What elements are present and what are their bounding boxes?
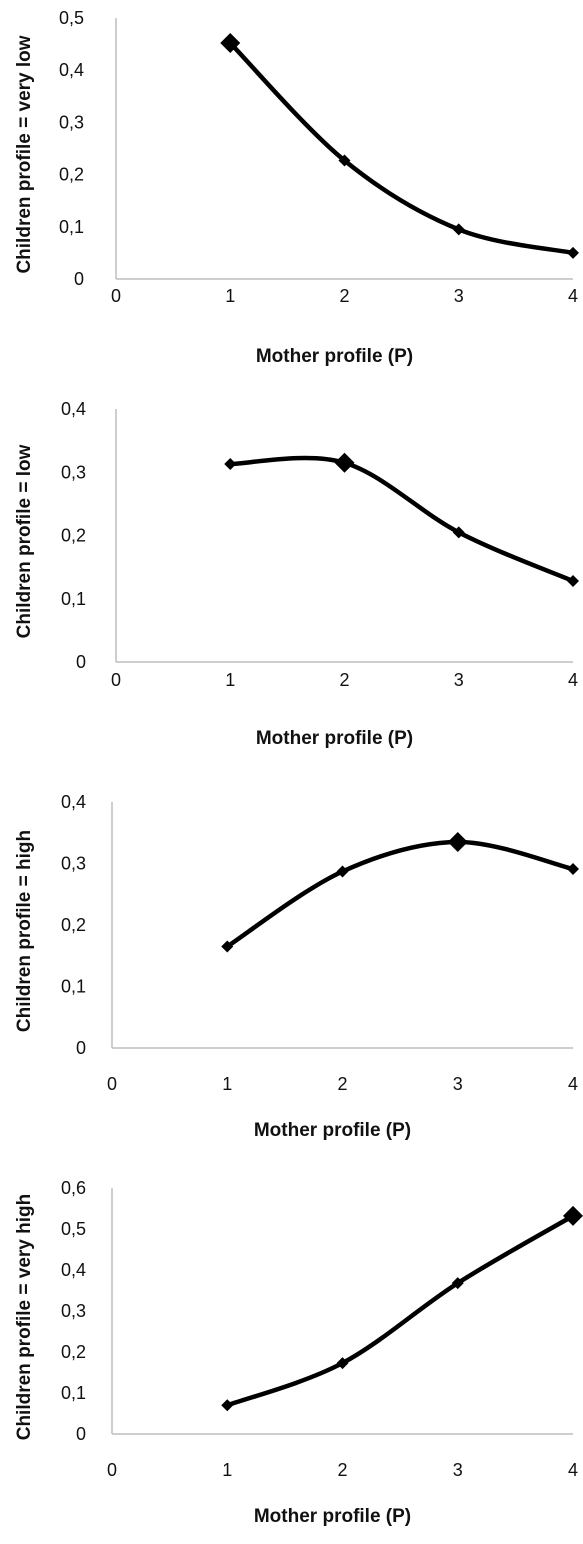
y-tick-label: 0,5 xyxy=(61,1219,86,1239)
x-tick-label: 1 xyxy=(222,1460,232,1480)
data-point xyxy=(221,940,234,953)
x-tick-label: 2 xyxy=(337,1460,347,1480)
data-point xyxy=(338,154,351,167)
x-tick-label: 2 xyxy=(339,670,349,690)
data-point xyxy=(452,223,465,236)
y-tick-label: 0,1 xyxy=(61,589,86,609)
chart-very-low: 0 0,1 0,2 0,3 0,4 0,5 0 1 2 3 4 Mother profile (P) C… xyxy=(14,8,579,367)
x-tick-label: 3 xyxy=(454,286,464,306)
y-tick-label: 0,4 xyxy=(61,792,86,812)
data-point xyxy=(221,1399,234,1412)
y-tick-label: 0,1 xyxy=(59,217,84,237)
series-line xyxy=(228,40,576,256)
data-point xyxy=(567,863,579,876)
y-tick-label: 0,2 xyxy=(59,165,84,185)
data-point-highlight xyxy=(447,831,468,852)
x-tick-label: 4 xyxy=(568,1074,578,1094)
series-line xyxy=(225,1213,576,1408)
x-tick-label: 0 xyxy=(107,1074,117,1094)
y-tick-label: 0,3 xyxy=(59,112,84,132)
y-tick-label: 0,2 xyxy=(61,526,86,546)
y-tick-label: 0 xyxy=(76,652,86,672)
x-axis-title: Mother profile (P) xyxy=(254,1120,411,1141)
data-point xyxy=(452,526,465,539)
x-tick-label: 4 xyxy=(568,286,578,306)
data-point xyxy=(451,1277,464,1290)
y-tick-label: 0,1 xyxy=(61,1383,86,1403)
series-line xyxy=(225,839,576,949)
x-tick-label: 0 xyxy=(111,670,121,690)
data-point xyxy=(336,1357,349,1370)
x-tick-label: 2 xyxy=(337,1074,347,1094)
y-tick-label: 0 xyxy=(76,1424,86,1444)
y-tick-label: 0,5 xyxy=(59,8,84,28)
x-axis-title: Mother profile (P) xyxy=(256,728,413,749)
y-tick-label: 0,4 xyxy=(61,399,86,419)
x-tick-label: 3 xyxy=(454,670,464,690)
y-tick-label: 0,2 xyxy=(61,1342,86,1362)
y-tick-label: 0,3 xyxy=(61,462,86,482)
chart-low: 0 0,1 0,2 0,3 0,4 0 1 2 3 4 Mother profile (P) Chil… xyxy=(14,399,579,749)
data-point xyxy=(224,458,237,471)
x-tick-label: 1 xyxy=(222,1074,232,1094)
y-tick-label: 0,4 xyxy=(59,60,84,80)
x-tick-label: 1 xyxy=(225,670,235,690)
y-tick-label: 0,2 xyxy=(61,915,86,935)
y-tick-label: 0,6 xyxy=(61,1178,86,1198)
data-point-highlight xyxy=(220,33,241,54)
y-axis-title: Children profile = low xyxy=(14,444,35,638)
y-axis-title: Children profile = high xyxy=(14,830,35,1032)
x-tick-label: 1 xyxy=(225,286,235,306)
data-point xyxy=(567,246,579,259)
data-point-highlight xyxy=(563,1205,583,1226)
y-tick-label: 0,1 xyxy=(61,977,86,997)
data-point xyxy=(336,865,349,878)
x-tick-label: 3 xyxy=(453,1074,463,1094)
data-point-highlight xyxy=(334,452,355,473)
y-tick-label: 0 xyxy=(76,1038,86,1058)
x-axis-title: Mother profile (P) xyxy=(254,1506,411,1527)
y-tick-label: 0,4 xyxy=(61,1260,86,1280)
y-tick-label: 0,3 xyxy=(61,854,86,874)
chart-very-high: 0 0,1 0,2 0,3 0,4 0,5 0,6 0 1 2 3 4 Mother profile (… xyxy=(14,1178,583,1527)
x-tick-label: 0 xyxy=(111,286,121,306)
y-tick-label: 0 xyxy=(74,269,84,289)
series-line xyxy=(228,455,576,584)
y-axis-title: Children profile = very low xyxy=(14,35,35,273)
x-axis-title: Mother profile (P) xyxy=(256,346,413,367)
x-tick-label: 4 xyxy=(568,1460,578,1480)
data-point xyxy=(567,575,579,588)
x-tick-label: 3 xyxy=(453,1460,463,1480)
y-tick-label: 0,3 xyxy=(61,1301,86,1321)
x-tick-label: 0 xyxy=(107,1460,117,1480)
y-axis-title: Children profile = very high xyxy=(14,1194,35,1441)
x-tick-label: 2 xyxy=(339,286,349,306)
chart-high: 0 0,1 0,2 0,3 0,4 0 1 2 3 4 Mother profile (P) Chil… xyxy=(14,792,579,1141)
x-tick-label: 4 xyxy=(568,670,578,690)
